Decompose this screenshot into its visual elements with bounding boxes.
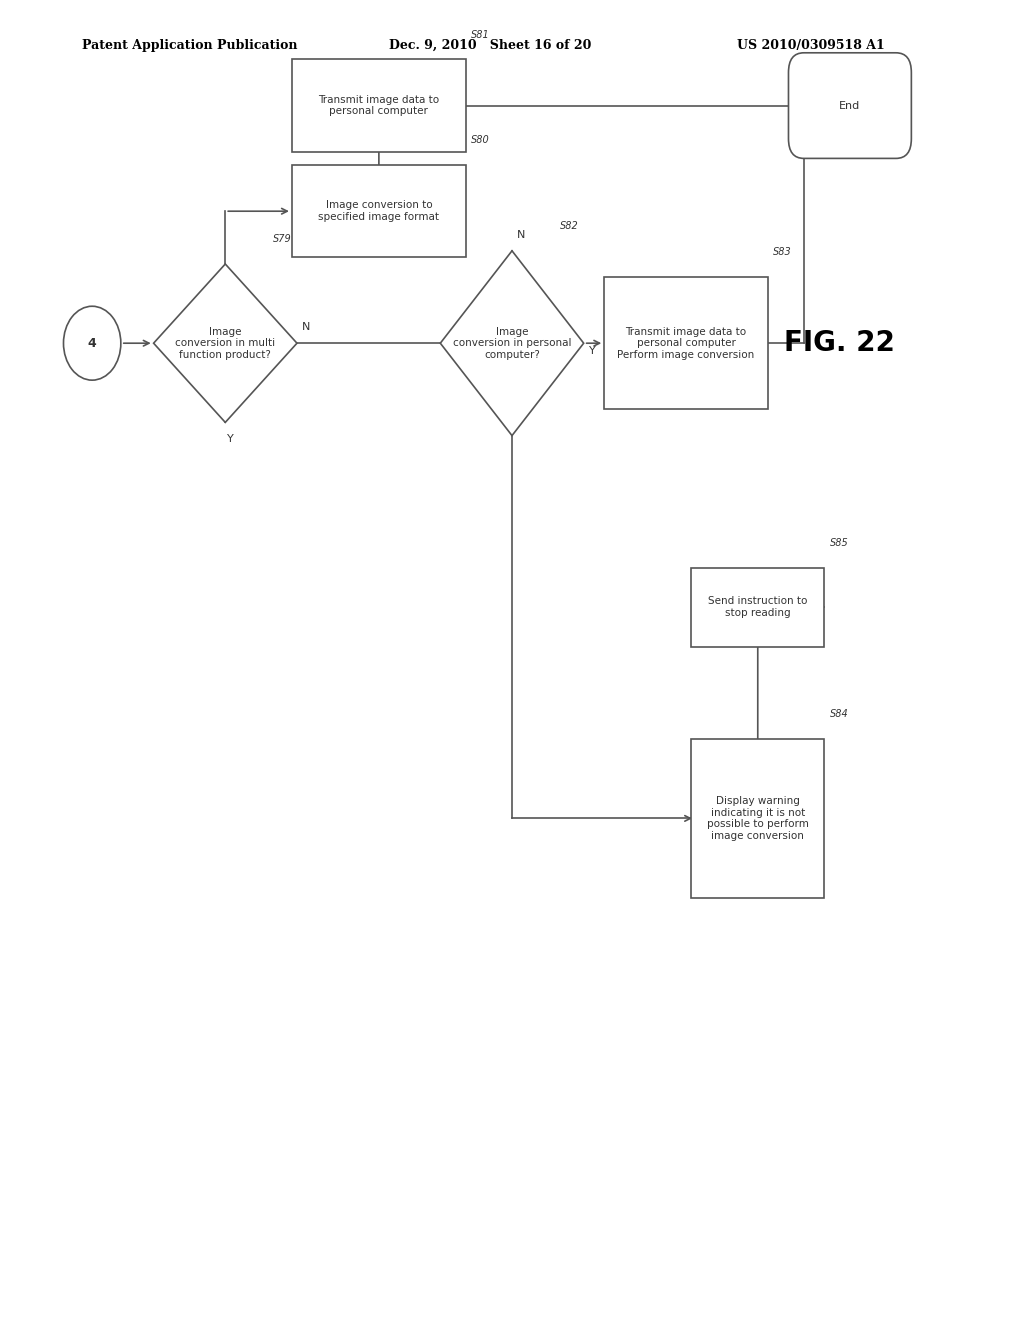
Text: Dec. 9, 2010   Sheet 16 of 20: Dec. 9, 2010 Sheet 16 of 20 [389, 38, 592, 51]
FancyBboxPatch shape [691, 568, 824, 647]
Text: Image
conversion in multi
function product?: Image conversion in multi function produ… [175, 326, 275, 360]
Text: Transmit image data to
personal computer
Perform image conversion: Transmit image data to personal computer… [617, 326, 755, 360]
Text: N: N [302, 322, 310, 333]
FancyBboxPatch shape [292, 165, 466, 257]
Text: S83: S83 [773, 247, 792, 257]
Text: 4: 4 [88, 337, 96, 350]
FancyBboxPatch shape [292, 59, 466, 152]
Circle shape [63, 306, 121, 380]
Text: Send instruction to
stop reading: Send instruction to stop reading [708, 597, 808, 618]
Text: FIG. 22: FIG. 22 [784, 329, 895, 358]
Text: S80: S80 [471, 135, 489, 145]
Text: S81: S81 [471, 29, 489, 40]
Text: Transmit image data to
personal computer: Transmit image data to personal computer [318, 95, 439, 116]
Text: S84: S84 [829, 709, 848, 719]
Text: S82: S82 [560, 220, 579, 231]
Text: S85: S85 [829, 537, 848, 548]
Text: S79: S79 [273, 234, 292, 244]
Text: N: N [517, 230, 525, 240]
Text: US 2010/0309518 A1: US 2010/0309518 A1 [737, 38, 885, 51]
Text: Y: Y [589, 346, 596, 356]
Polygon shape [154, 264, 297, 422]
FancyBboxPatch shape [691, 739, 824, 898]
Text: Patent Application Publication: Patent Application Publication [82, 38, 297, 51]
Text: End: End [840, 100, 860, 111]
Text: Display warning
indicating it is not
possible to perform
image conversion: Display warning indicating it is not pos… [707, 796, 809, 841]
Text: Image
conversion in personal
computer?: Image conversion in personal computer? [453, 326, 571, 360]
Polygon shape [440, 251, 584, 436]
Text: Image conversion to
specified image format: Image conversion to specified image form… [318, 201, 439, 222]
FancyBboxPatch shape [788, 53, 911, 158]
FancyBboxPatch shape [604, 277, 768, 409]
Text: Y: Y [227, 434, 233, 445]
